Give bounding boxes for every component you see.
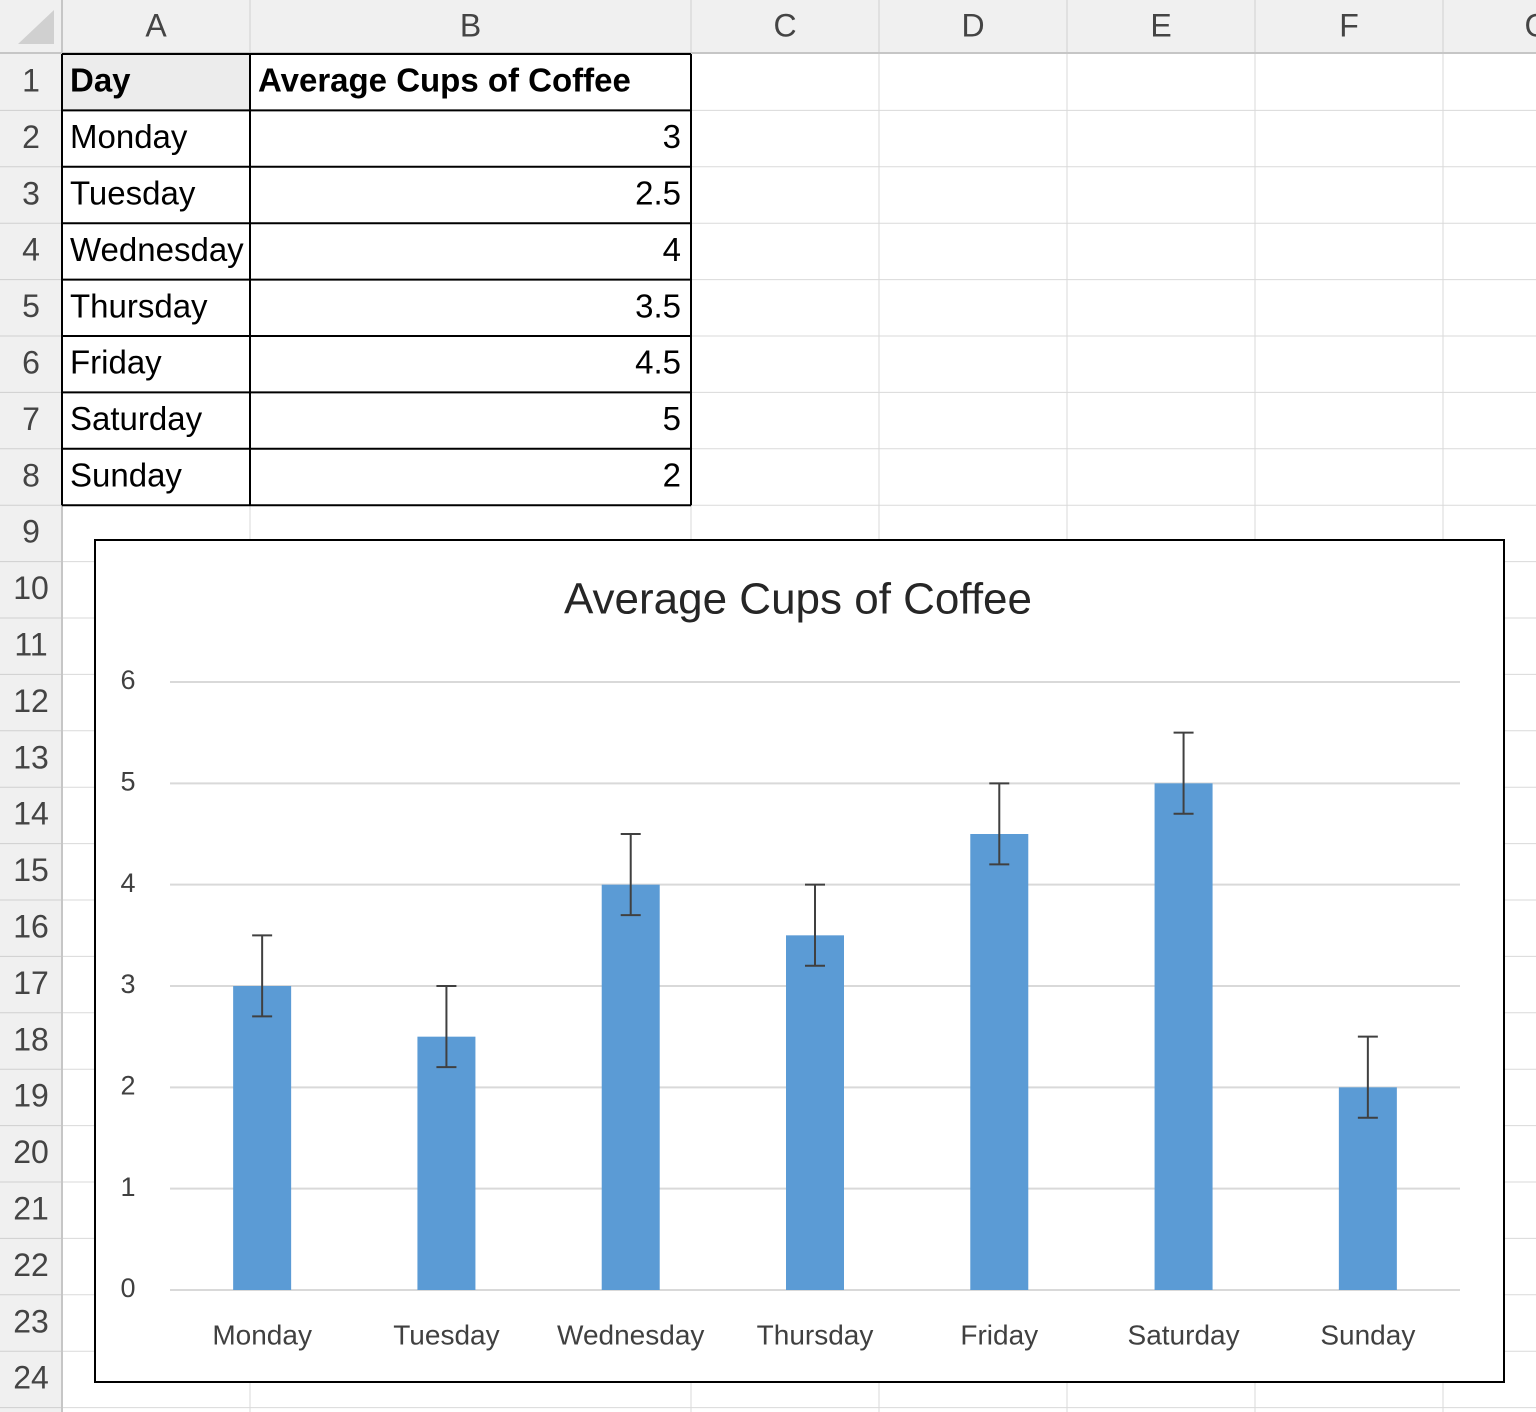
row-header[interactable]: 24 [13,1360,49,1396]
bar[interactable] [233,986,292,1290]
error-bar [1173,731,1194,815]
bar[interactable] [417,1036,476,1290]
column-header[interactable]: G [1525,7,1536,43]
x-tick-label: Thursday [757,1319,874,1350]
bar[interactable] [1154,783,1213,1290]
table-cell[interactable]: 4 [663,231,681,268]
column-header[interactable]: E [1150,7,1171,43]
row-header[interactable]: 2 [22,119,40,155]
row-header[interactable]: 17 [13,965,49,1001]
y-tick-label: 4 [120,868,135,898]
header-cell-shade [62,54,250,111]
row-header[interactable]: 20 [13,1134,49,1170]
table-cell[interactable]: 5 [663,400,681,437]
error-bar [252,934,273,1018]
row-header[interactable]: 12 [13,683,49,719]
column-header[interactable]: B [460,7,481,43]
table-cell[interactable]: Friday [70,344,162,381]
column-header[interactable]: F [1339,7,1359,43]
table-cell[interactable]: Sunday [70,457,182,494]
y-tick-label: 0 [120,1273,135,1303]
bar[interactable] [786,935,844,1290]
table-cell[interactable]: Wednesday [70,231,244,268]
table-cell[interactable]: 3.5 [635,287,681,324]
error-bar [620,833,641,917]
row-header[interactable]: 23 [13,1303,49,1339]
row-header[interactable]: 14 [13,796,49,832]
table-cell[interactable]: Saturday [70,400,203,437]
table-cell[interactable]: Tuesday [70,175,196,212]
row-header[interactable]: 22 [13,1247,49,1283]
table-header-cell[interactable]: Day [70,62,131,99]
row-header-bar [0,0,62,1412]
column-header[interactable]: A [145,7,167,43]
row-header[interactable]: 13 [13,739,49,775]
y-tick-label: 1 [120,1172,135,1202]
error-bar [436,985,457,1069]
x-tick-label: Saturday [1128,1319,1240,1350]
row-header[interactable]: 21 [13,1190,49,1226]
row-header[interactable]: 9 [22,514,40,550]
x-tick-label: Wednesday [557,1319,704,1350]
y-tick-label: 5 [120,766,135,796]
table-cell[interactable]: 4.5 [635,344,681,381]
bar[interactable] [1338,1087,1397,1290]
table-cell[interactable]: 3 [663,118,681,155]
row-header[interactable]: 11 [14,626,47,662]
row-header[interactable]: 18 [13,1021,49,1057]
error-bar [989,782,1010,866]
error-bar [805,883,825,967]
error-bar [1357,1035,1378,1119]
select-all-button[interactable] [18,10,54,44]
y-tick-label: 3 [120,969,135,999]
table-cell[interactable]: Thursday [70,287,208,324]
x-tick-label: Sunday [1320,1319,1415,1350]
row-header[interactable]: 4 [22,232,40,268]
row-header[interactable]: 16 [13,908,49,944]
row-header[interactable]: 1 [22,62,40,98]
table-cell[interactable]: 2.5 [635,175,681,212]
bar[interactable] [601,884,660,1290]
column-header-bar [0,0,1536,53]
table-cell[interactable]: 2 [663,457,681,494]
row-header[interactable]: 6 [22,344,40,380]
chart-title: Average Cups of Coffee [564,575,1032,624]
row-header[interactable]: 19 [13,1078,49,1114]
x-tick-label: Tuesday [393,1319,499,1350]
x-tick-label: Friday [960,1319,1038,1350]
row-header[interactable]: 7 [22,401,40,437]
row-header[interactable]: 3 [22,175,40,211]
x-tick-label: Monday [212,1319,312,1350]
y-tick-label: 6 [120,665,135,695]
row-header[interactable]: 5 [22,288,40,324]
row-header[interactable]: 10 [13,570,49,606]
column-header[interactable]: C [773,7,796,43]
column-header[interactable]: D [961,7,984,43]
bar[interactable] [970,834,1029,1290]
chart: Average Cups of Coffee 0 1 2 3 4 5 6 Monday Tues… [94,539,1505,1383]
table-cell[interactable]: Monday [70,118,188,155]
y-tick-label: 2 [120,1070,135,1100]
row-header[interactable]: 8 [22,457,40,493]
row-header[interactable]: 15 [13,852,49,888]
table-header-cell[interactable]: Average Cups of Coffee [258,62,631,99]
